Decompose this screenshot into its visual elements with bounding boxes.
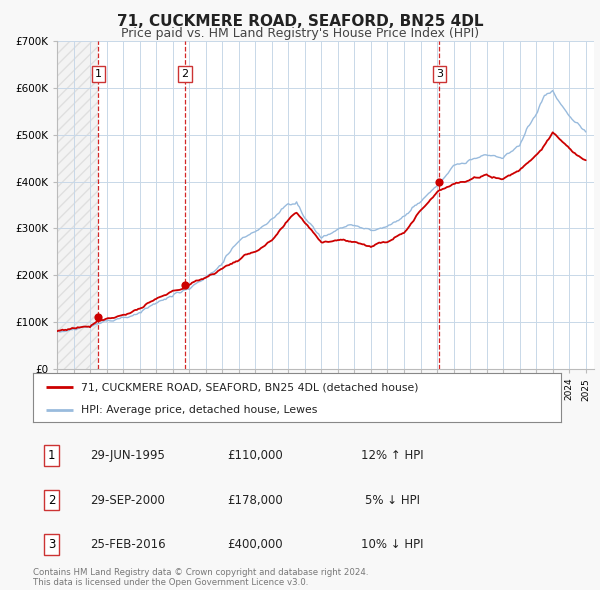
Text: £110,000: £110,000: [227, 449, 283, 463]
Text: 29-JUN-1995: 29-JUN-1995: [91, 449, 166, 463]
Text: 2: 2: [181, 69, 188, 79]
Text: HPI: Average price, detached house, Lewes: HPI: Average price, detached house, Lewe…: [80, 405, 317, 415]
Text: 5% ↓ HPI: 5% ↓ HPI: [365, 493, 419, 507]
Text: 3: 3: [48, 537, 55, 551]
Text: £400,000: £400,000: [227, 537, 283, 551]
Text: 1: 1: [95, 69, 102, 79]
Text: 71, CUCKMERE ROAD, SEAFORD, BN25 4DL (detached house): 71, CUCKMERE ROAD, SEAFORD, BN25 4DL (de…: [80, 382, 418, 392]
Point: [180, 281, 190, 290]
Text: 10% ↓ HPI: 10% ↓ HPI: [361, 537, 423, 551]
Text: 2: 2: [48, 493, 55, 507]
Point: [94, 313, 103, 322]
Text: 29-SEP-2000: 29-SEP-2000: [91, 493, 166, 507]
Text: Price paid vs. HM Land Registry's House Price Index (HPI): Price paid vs. HM Land Registry's House …: [121, 27, 479, 40]
Text: 3: 3: [436, 69, 443, 79]
Text: 12% ↑ HPI: 12% ↑ HPI: [361, 449, 424, 463]
Text: 25-FEB-2016: 25-FEB-2016: [90, 537, 166, 551]
Text: 71, CUCKMERE ROAD, SEAFORD, BN25 4DL: 71, CUCKMERE ROAD, SEAFORD, BN25 4DL: [117, 14, 483, 28]
Text: Contains HM Land Registry data © Crown copyright and database right 2024.
This d: Contains HM Land Registry data © Crown c…: [33, 568, 368, 587]
Text: 1: 1: [48, 449, 55, 463]
Point: [434, 177, 444, 186]
Text: £178,000: £178,000: [227, 493, 283, 507]
Bar: [57, 41, 98, 369]
